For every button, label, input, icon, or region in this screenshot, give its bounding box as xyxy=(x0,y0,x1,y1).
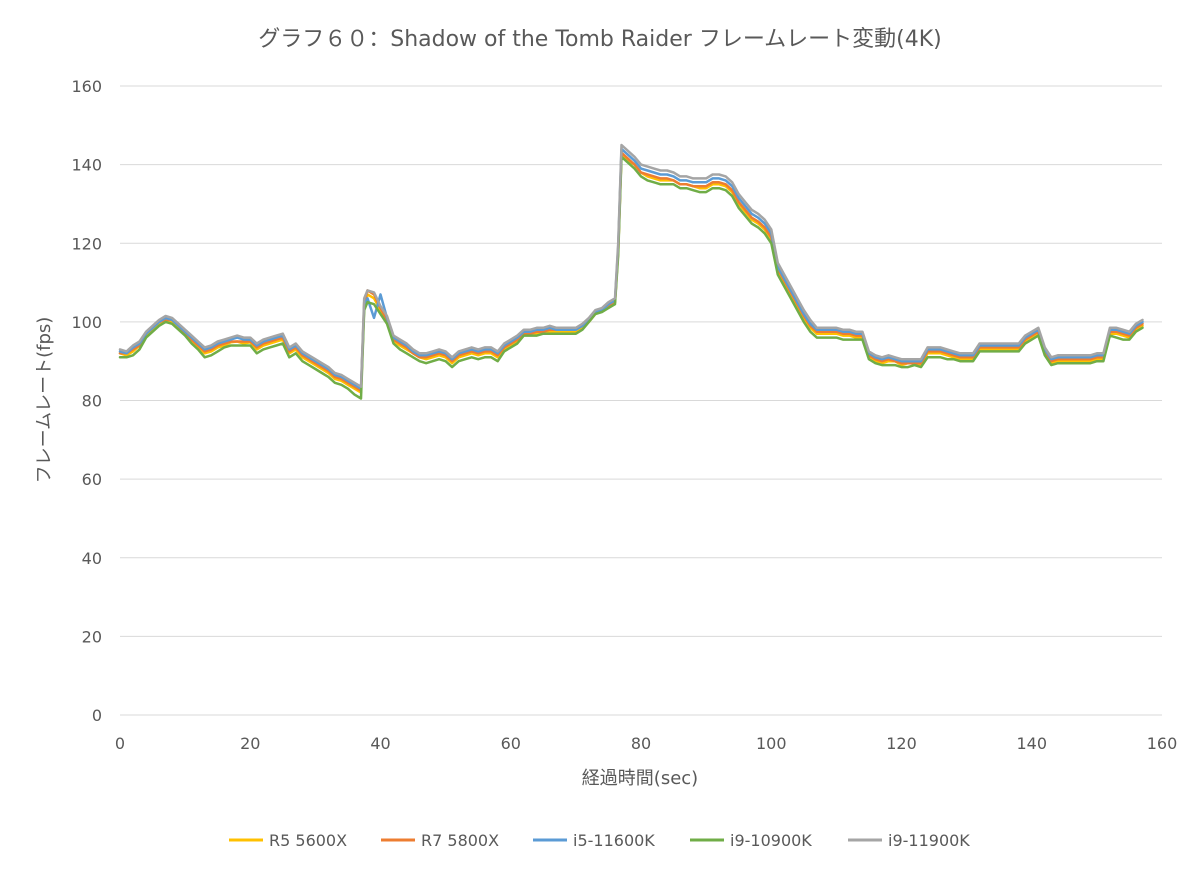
chart-title: グラフ６０：Shadow of the Tomb Raider フレームレート変… xyxy=(258,27,942,52)
legend-label-r5-5600x: R5 5600X xyxy=(269,831,347,850)
y-tick-label: 0 xyxy=(92,706,102,725)
x-axis-title: 経過時間(sec) xyxy=(582,768,698,789)
y-tick-label: 160 xyxy=(71,77,102,96)
x-tick-label: 20 xyxy=(240,734,260,753)
series-line-i9-10900k xyxy=(118,155,1144,400)
x-tick-label: 140 xyxy=(1016,734,1047,753)
x-tick-label: 80 xyxy=(631,734,651,753)
x-axis-ticks: 0 20 40 60 80 100 120 140 160 xyxy=(115,734,1177,753)
series-line-r7-5800x xyxy=(118,151,1144,392)
legend-label-i5-11600k: i5-11600K xyxy=(573,831,655,850)
y-tick-label: 100 xyxy=(71,313,102,332)
series-line-i5-11600k xyxy=(118,147,1144,390)
x-tick-label: 0 xyxy=(115,734,125,753)
series-lines xyxy=(118,143,1144,400)
y-tick-label: 80 xyxy=(82,392,102,411)
x-tick-label: 100 xyxy=(756,734,787,753)
y-tick-label: 140 xyxy=(71,156,102,175)
legend: R5 5600X R7 5800X i5-11600K i9-10900K i9-119… xyxy=(229,831,970,850)
x-tick-label: 60 xyxy=(501,734,521,753)
legend-label-i9-10900k: i9-10900K xyxy=(730,831,812,850)
x-tick-label: 120 xyxy=(886,734,917,753)
y-tick-label: 60 xyxy=(82,470,102,489)
legend-label-i9-11900k: i9-11900K xyxy=(888,831,970,850)
x-tick-label: 40 xyxy=(370,734,390,753)
series-line-r5-5600x xyxy=(118,151,1144,394)
series-line-i9-11900k xyxy=(118,143,1144,388)
legend-label-r7-5800x: R7 5800X xyxy=(421,831,499,850)
y-axis-title: フレームレート(fps) xyxy=(34,317,55,484)
y-axis-ticks: 0 20 40 60 80 100 120 140 160 xyxy=(71,77,102,725)
y-tick-label: 120 xyxy=(71,234,102,253)
y-tick-label: 20 xyxy=(82,627,102,646)
gridlines xyxy=(120,85,1162,716)
y-tick-label: 40 xyxy=(82,549,102,568)
x-tick-label: 160 xyxy=(1147,734,1178,753)
